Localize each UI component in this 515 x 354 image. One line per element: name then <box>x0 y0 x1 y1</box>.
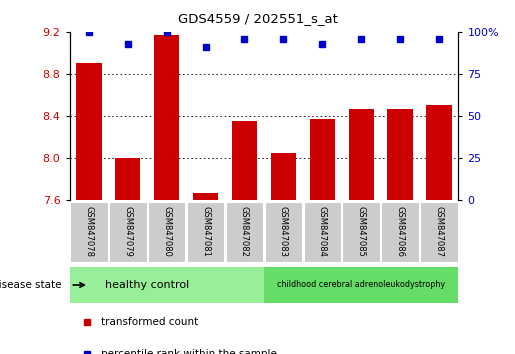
Bar <box>154 35 179 200</box>
Bar <box>304 202 341 262</box>
Bar <box>382 202 419 262</box>
Bar <box>226 202 263 262</box>
Text: GSM847085: GSM847085 <box>357 206 366 257</box>
Text: percentile rank within the sample: percentile rank within the sample <box>101 349 278 354</box>
Text: healthy control: healthy control <box>105 280 190 290</box>
Bar <box>271 153 296 200</box>
Text: disease state: disease state <box>0 280 64 290</box>
Bar <box>349 109 374 200</box>
Text: GSM847081: GSM847081 <box>201 206 210 257</box>
Bar <box>193 193 218 200</box>
Bar <box>387 109 413 200</box>
Bar <box>310 119 335 200</box>
Text: childhood cerebral adrenoleukodystrophy: childhood cerebral adrenoleukodystrophy <box>277 280 445 290</box>
Bar <box>70 267 264 303</box>
Text: GSM847079: GSM847079 <box>124 206 132 257</box>
Text: GSM847083: GSM847083 <box>279 206 288 257</box>
Bar <box>426 105 452 200</box>
Bar <box>342 202 380 262</box>
Bar <box>76 63 101 200</box>
Text: GSM847082: GSM847082 <box>240 206 249 257</box>
Text: GDS4559 / 202551_s_at: GDS4559 / 202551_s_at <box>178 12 337 25</box>
Bar <box>187 202 224 262</box>
Text: GSM847084: GSM847084 <box>318 206 327 257</box>
Bar <box>148 202 185 262</box>
Bar <box>232 121 257 200</box>
Bar <box>109 202 146 262</box>
Text: GSM847078: GSM847078 <box>84 206 93 257</box>
Text: GSM847086: GSM847086 <box>396 206 404 257</box>
Bar <box>264 267 458 303</box>
Text: transformed count: transformed count <box>101 317 199 327</box>
Text: GSM847080: GSM847080 <box>162 206 171 257</box>
Text: GSM847087: GSM847087 <box>435 206 443 257</box>
Bar <box>420 202 457 262</box>
Bar <box>71 202 108 262</box>
Bar <box>115 158 141 200</box>
Bar <box>265 202 302 262</box>
